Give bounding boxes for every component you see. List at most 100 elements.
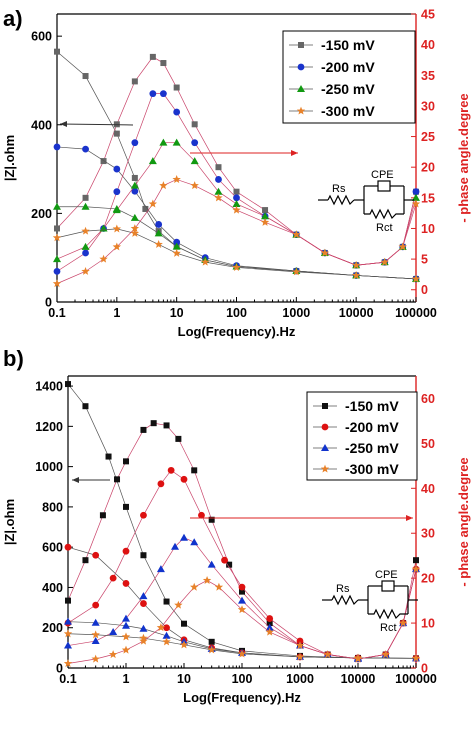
arrow-to-left-axis	[59, 123, 134, 126]
phase-point	[191, 467, 198, 474]
phase-line	[67, 469, 417, 660]
arrow-head-left	[72, 477, 79, 483]
phase-point	[413, 557, 419, 564]
phase-point	[63, 659, 73, 668]
y-right-tick-label: 35	[421, 69, 435, 83]
phase-point	[160, 60, 167, 67]
y-right-tick-label: 10	[421, 617, 435, 631]
legend-label: -200 mV	[345, 419, 399, 435]
equivalent-circuit	[318, 180, 414, 220]
phase-point	[190, 538, 199, 546]
phase-point	[131, 78, 138, 85]
modulus-point	[181, 620, 187, 627]
modulus-point	[130, 228, 140, 237]
cpe-element	[381, 580, 395, 592]
phase-point	[215, 176, 222, 183]
modulus-point	[207, 645, 216, 654]
legend-marker	[322, 403, 328, 409]
phase-point	[172, 138, 181, 146]
y-right-tick-label: 25	[421, 130, 435, 144]
modulus-point	[121, 632, 131, 641]
phase-point	[266, 615, 274, 622]
phase-point	[99, 512, 106, 519]
y-right-tick-label: 20	[421, 161, 435, 175]
phase-point	[173, 84, 180, 91]
y-left-tick-label: 200	[31, 207, 52, 221]
legend-label: -300 mV	[321, 103, 375, 119]
series-neg300mV	[63, 564, 421, 668]
y-left-tick-label: 400	[31, 118, 52, 132]
legend-label: -300 mV	[345, 461, 399, 477]
x-tick-label: 1	[123, 672, 130, 686]
phase-point	[148, 157, 157, 165]
phase-point	[412, 188, 420, 196]
phase-point	[398, 242, 407, 251]
y-right-tick-label: 5	[421, 253, 428, 267]
phase-point	[131, 139, 139, 147]
phase-point	[82, 249, 89, 257]
y-right-tick-label: 30	[421, 99, 435, 113]
legend-marker	[297, 85, 305, 92]
phase-point	[113, 188, 121, 196]
phase-point	[82, 194, 89, 201]
circuit-label-rct: Rct	[376, 222, 393, 234]
modulus-point	[351, 271, 361, 279]
phase-point	[292, 230, 301, 239]
phase-point	[114, 476, 121, 483]
phase-point	[64, 641, 72, 649]
y-left-tick-label: 0	[45, 296, 52, 310]
panel-label: b)	[3, 346, 24, 371]
modulus-line	[56, 228, 417, 280]
phase-point	[191, 139, 199, 147]
modulus-point	[130, 213, 139, 221]
phase-point	[140, 426, 147, 433]
modulus-point	[131, 174, 138, 181]
phase-point	[81, 242, 90, 250]
x-tick-label: 100	[226, 306, 247, 320]
series-neg250mV	[64, 533, 420, 663]
phase-point	[198, 511, 205, 519]
arrow-head-left	[60, 121, 67, 127]
x-tick-label: 0.1	[48, 306, 65, 320]
phase-point	[381, 650, 390, 659]
modulus-point	[139, 624, 148, 632]
rct-resistor	[368, 608, 408, 620]
phase-point	[157, 480, 165, 488]
modulus-point	[53, 143, 61, 151]
phase-point	[261, 212, 270, 220]
phase-point	[296, 637, 304, 645]
phase-point	[232, 205, 241, 214]
phase-point	[174, 600, 183, 609]
modulus-point	[81, 226, 90, 235]
y-left-tick-label: 1200	[35, 420, 63, 434]
phase-point	[237, 605, 247, 614]
legend-box	[282, 30, 416, 124]
phase-point	[238, 583, 246, 591]
phase-point	[167, 466, 175, 474]
y-left-tick-label: 200	[42, 621, 63, 635]
phase-point	[156, 623, 166, 632]
phase-point	[159, 138, 168, 146]
legend-label: -250 mV	[345, 440, 399, 456]
phase-point	[139, 592, 148, 600]
y-right-tick-label: 40	[421, 482, 435, 496]
phase-point	[190, 181, 199, 190]
modulus-point	[64, 617, 72, 625]
modulus-point	[162, 637, 171, 646]
modulus-point	[172, 242, 181, 250]
modulus-line	[67, 383, 417, 659]
phase-point	[156, 565, 165, 573]
phase-point	[411, 564, 421, 573]
panel-label: a)	[3, 6, 23, 31]
modulus-point	[112, 224, 122, 233]
phase-point	[262, 207, 269, 214]
x-axis-label: Log(Frequency).Hz	[178, 324, 296, 339]
modulus-point	[92, 551, 100, 559]
phase-point	[122, 614, 130, 622]
y-right-tick-label: 0	[421, 283, 428, 297]
phase-point	[148, 199, 158, 208]
phase-point	[99, 254, 108, 263]
modulus-point	[142, 205, 149, 212]
phase-point	[150, 420, 157, 427]
legend-marker	[296, 106, 306, 115]
